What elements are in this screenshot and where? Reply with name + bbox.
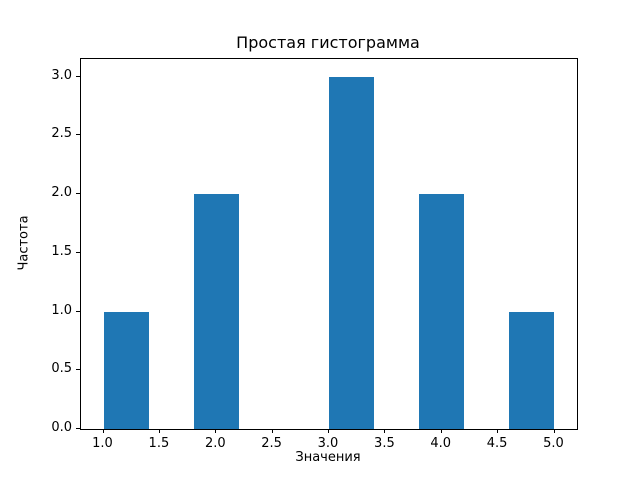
y-tick-mark bbox=[76, 310, 80, 312]
x-tick-label: 5.0 bbox=[543, 436, 564, 451]
y-tick-mark bbox=[76, 428, 80, 429]
y-tick-label: 1.0 bbox=[51, 302, 72, 318]
x-tick-label: 2.5 bbox=[261, 436, 282, 451]
histogram-bar bbox=[329, 76, 375, 429]
x-tick-label: 3.5 bbox=[374, 436, 395, 451]
y-tick-mark bbox=[76, 369, 80, 371]
x-tick-label: 2.0 bbox=[204, 436, 226, 451]
y-tick-mark bbox=[76, 75, 80, 77]
y-tick-label: 2.5 bbox=[51, 126, 72, 142]
y-tick-mark bbox=[76, 134, 80, 136]
y-tick-label: 1.5 bbox=[51, 243, 72, 259]
histogram-bar bbox=[103, 311, 149, 429]
x-tick-mark bbox=[553, 429, 555, 433]
chart-title: Простая гистограмма bbox=[236, 33, 420, 52]
y-tick-label: 0.0 bbox=[51, 420, 72, 435]
x-tick-label: 3.0 bbox=[317, 436, 339, 451]
x-tick-label: 1.5 bbox=[148, 436, 170, 451]
y-tick-mark bbox=[76, 251, 80, 253]
x-tick-mark bbox=[440, 429, 442, 433]
x-tick-mark bbox=[271, 429, 273, 433]
x-tick-mark bbox=[384, 429, 386, 433]
histogram-bar bbox=[509, 311, 555, 429]
histogram-bar bbox=[193, 194, 239, 429]
x-tick-mark bbox=[328, 429, 329, 433]
y-tick-label: 3.0 bbox=[51, 67, 72, 83]
plot-area bbox=[80, 58, 578, 430]
x-tick-mark bbox=[497, 429, 499, 433]
x-tick-label: 4.5 bbox=[486, 436, 508, 451]
x-axis-label: Значения bbox=[295, 450, 361, 465]
y-axis-label: Частота bbox=[16, 215, 32, 271]
x-tick-label: 1.0 bbox=[92, 436, 113, 451]
y-tick-label: 2.0 bbox=[51, 185, 72, 201]
histogram-bar bbox=[419, 194, 465, 429]
y-tick-label: 0.5 bbox=[51, 361, 72, 377]
x-tick-mark bbox=[102, 429, 104, 433]
x-tick-label: 4.0 bbox=[430, 436, 452, 451]
x-tick-mark bbox=[215, 429, 217, 433]
x-tick-mark bbox=[158, 429, 160, 433]
y-tick-mark bbox=[76, 193, 80, 195]
